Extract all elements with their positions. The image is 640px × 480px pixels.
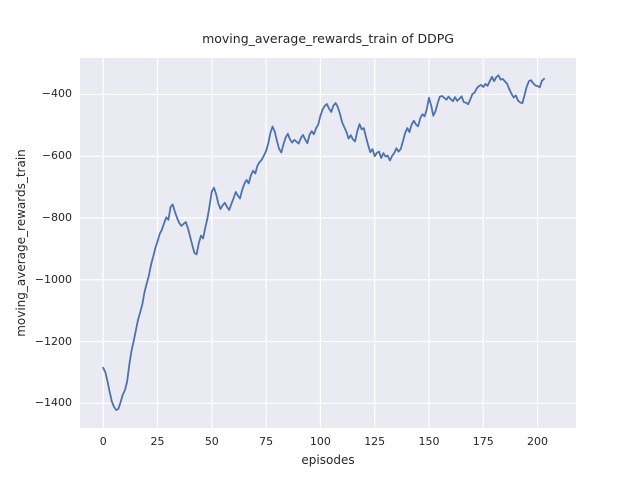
- y-tick-label: −1000: [34, 272, 72, 286]
- y-axis-label-text: moving_average_rewards_train: [14, 149, 28, 337]
- x-tick-label: 25: [150, 435, 165, 448]
- y-tick-label: −400: [41, 87, 72, 101]
- x-tick-label: 200: [527, 435, 549, 448]
- x-tick-label: 75: [259, 435, 274, 448]
- plot-background: [80, 58, 576, 428]
- x-tick-label: 0: [99, 435, 107, 448]
- x-tick-label: 150: [418, 435, 440, 448]
- data-series-line: [102, 74, 546, 412]
- y-tick-label: −1200: [34, 334, 72, 348]
- x-tick-label: 100: [309, 435, 331, 448]
- y-tick-label: −600: [41, 149, 72, 163]
- chart-title: moving_average_rewards_train of DDPG: [202, 31, 454, 46]
- y-tick-label: −1400: [34, 396, 72, 410]
- x-tick-label: 50: [204, 435, 219, 448]
- y-tick-label: −800: [41, 210, 72, 224]
- plot-area: [80, 58, 576, 428]
- x-tick-label: 175: [472, 435, 494, 448]
- x-tick-label: 125: [364, 435, 386, 448]
- plot-svg: [80, 58, 576, 428]
- x-axis-label: episodes: [301, 453, 355, 467]
